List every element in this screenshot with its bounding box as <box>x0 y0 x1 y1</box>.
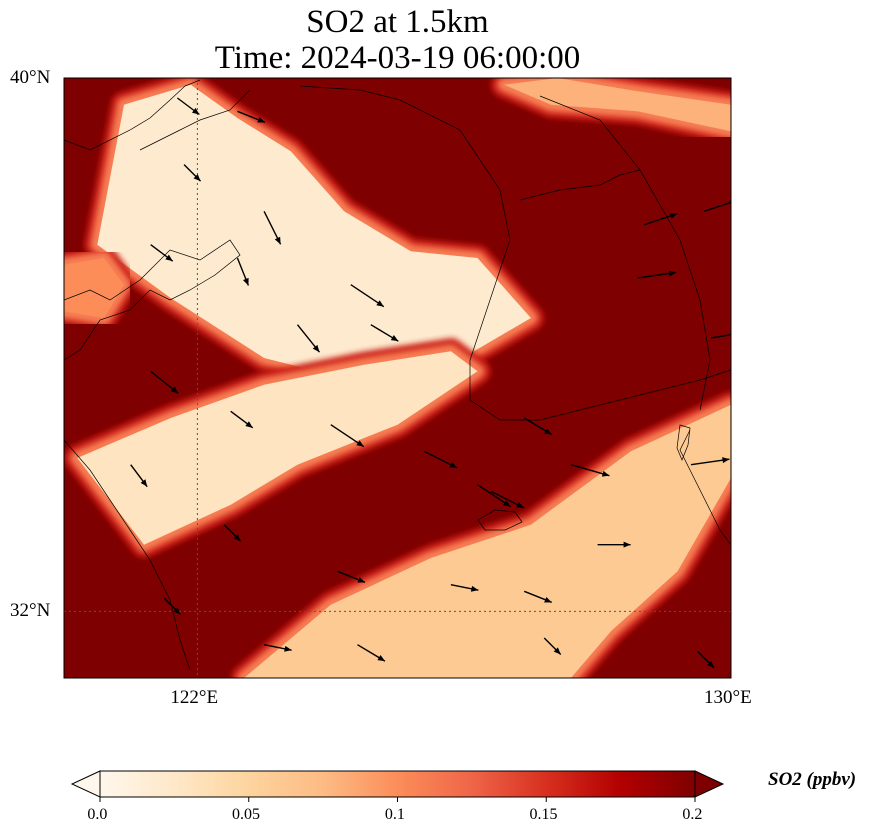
wind-arrow <box>597 541 631 548</box>
coastline-japan-kyushu <box>679 429 731 546</box>
colorbar <box>70 770 725 802</box>
colorbar-tick-label: 0.1 <box>384 806 405 823</box>
wind-arrow <box>236 257 250 286</box>
colorbar-tick-label: 0.2 <box>682 806 703 823</box>
wind-arrow <box>490 490 525 509</box>
wind-arrow <box>176 97 200 116</box>
wind-arrow <box>697 650 715 669</box>
coastline-jeju <box>477 509 523 531</box>
wind-arrow <box>543 637 562 655</box>
wind-arrow <box>450 583 479 592</box>
colorbar-ramp <box>99 770 696 798</box>
coastline-tsushima <box>676 424 691 461</box>
wind-arrow <box>296 324 320 353</box>
coastline-china-east <box>64 439 191 671</box>
wind-arrow <box>350 284 385 308</box>
wind-arrow <box>710 333 731 339</box>
wind-arrow <box>263 211 282 245</box>
colorbar-tick-label: 0.15 <box>529 806 558 823</box>
coastline-liaodong <box>64 79 251 151</box>
lon-tick-label: 122°E <box>170 687 219 708</box>
wind-arrow <box>477 484 511 508</box>
wind-arrow <box>337 570 366 583</box>
map-frame <box>63 77 732 679</box>
coastline-shandong <box>64 239 241 361</box>
wind-arrow <box>223 524 242 542</box>
wind-vector-layer <box>90 97 731 678</box>
wind-arrow <box>90 677 92 678</box>
plume-1-core <box>77 351 478 545</box>
wind-arrow <box>523 417 553 436</box>
wind-arrow <box>423 450 458 469</box>
wind-arrow <box>150 370 179 394</box>
colorbar-label: SO2 (ppbv) <box>768 769 857 790</box>
wind-arrow <box>263 643 292 652</box>
wind-arrow <box>357 644 386 662</box>
map-title: SO2 at 1.5km <box>306 4 489 40</box>
wind-arrow <box>237 110 266 123</box>
lon-tick-label: 130°E <box>704 687 752 708</box>
coastline-korea-east <box>539 95 711 411</box>
lat-tick-label: 32°N <box>10 600 51 622</box>
wind-arrow <box>570 463 610 477</box>
colorbar-extend-high <box>694 770 725 798</box>
plume-3-core <box>504 78 731 132</box>
wind-arrow <box>690 457 730 466</box>
colorbar-tick-label: 0.05 <box>231 806 260 823</box>
plume-2-core <box>244 404 731 678</box>
wind-arrow <box>163 597 182 615</box>
coastline-korea-west <box>299 85 731 421</box>
colorbar-tickmarks <box>99 797 696 802</box>
wind-arrow <box>523 590 552 603</box>
wind-arrow <box>637 270 677 279</box>
map-panel <box>63 77 732 679</box>
colorbar-tick-label: 0.0 <box>87 806 108 823</box>
coastline-layer <box>64 79 731 671</box>
so2-plume-layer <box>64 78 731 678</box>
wind-arrow <box>130 464 148 488</box>
wind-arrow <box>644 213 678 226</box>
map-subtitle-time: Time: 2024-03-19 06:00:00 <box>214 40 581 76</box>
wind-arrow <box>230 410 254 429</box>
plume-4-core <box>64 258 124 318</box>
wind-arrow <box>330 424 365 448</box>
wind-arrow <box>183 164 202 182</box>
lat-tick-label: 40°N <box>10 67 51 88</box>
plume-0-core <box>97 84 531 385</box>
coastline-yalu <box>519 169 641 201</box>
wind-arrow <box>370 324 399 342</box>
wind-arrow <box>150 244 174 262</box>
colorbar-extend-low <box>70 770 101 798</box>
